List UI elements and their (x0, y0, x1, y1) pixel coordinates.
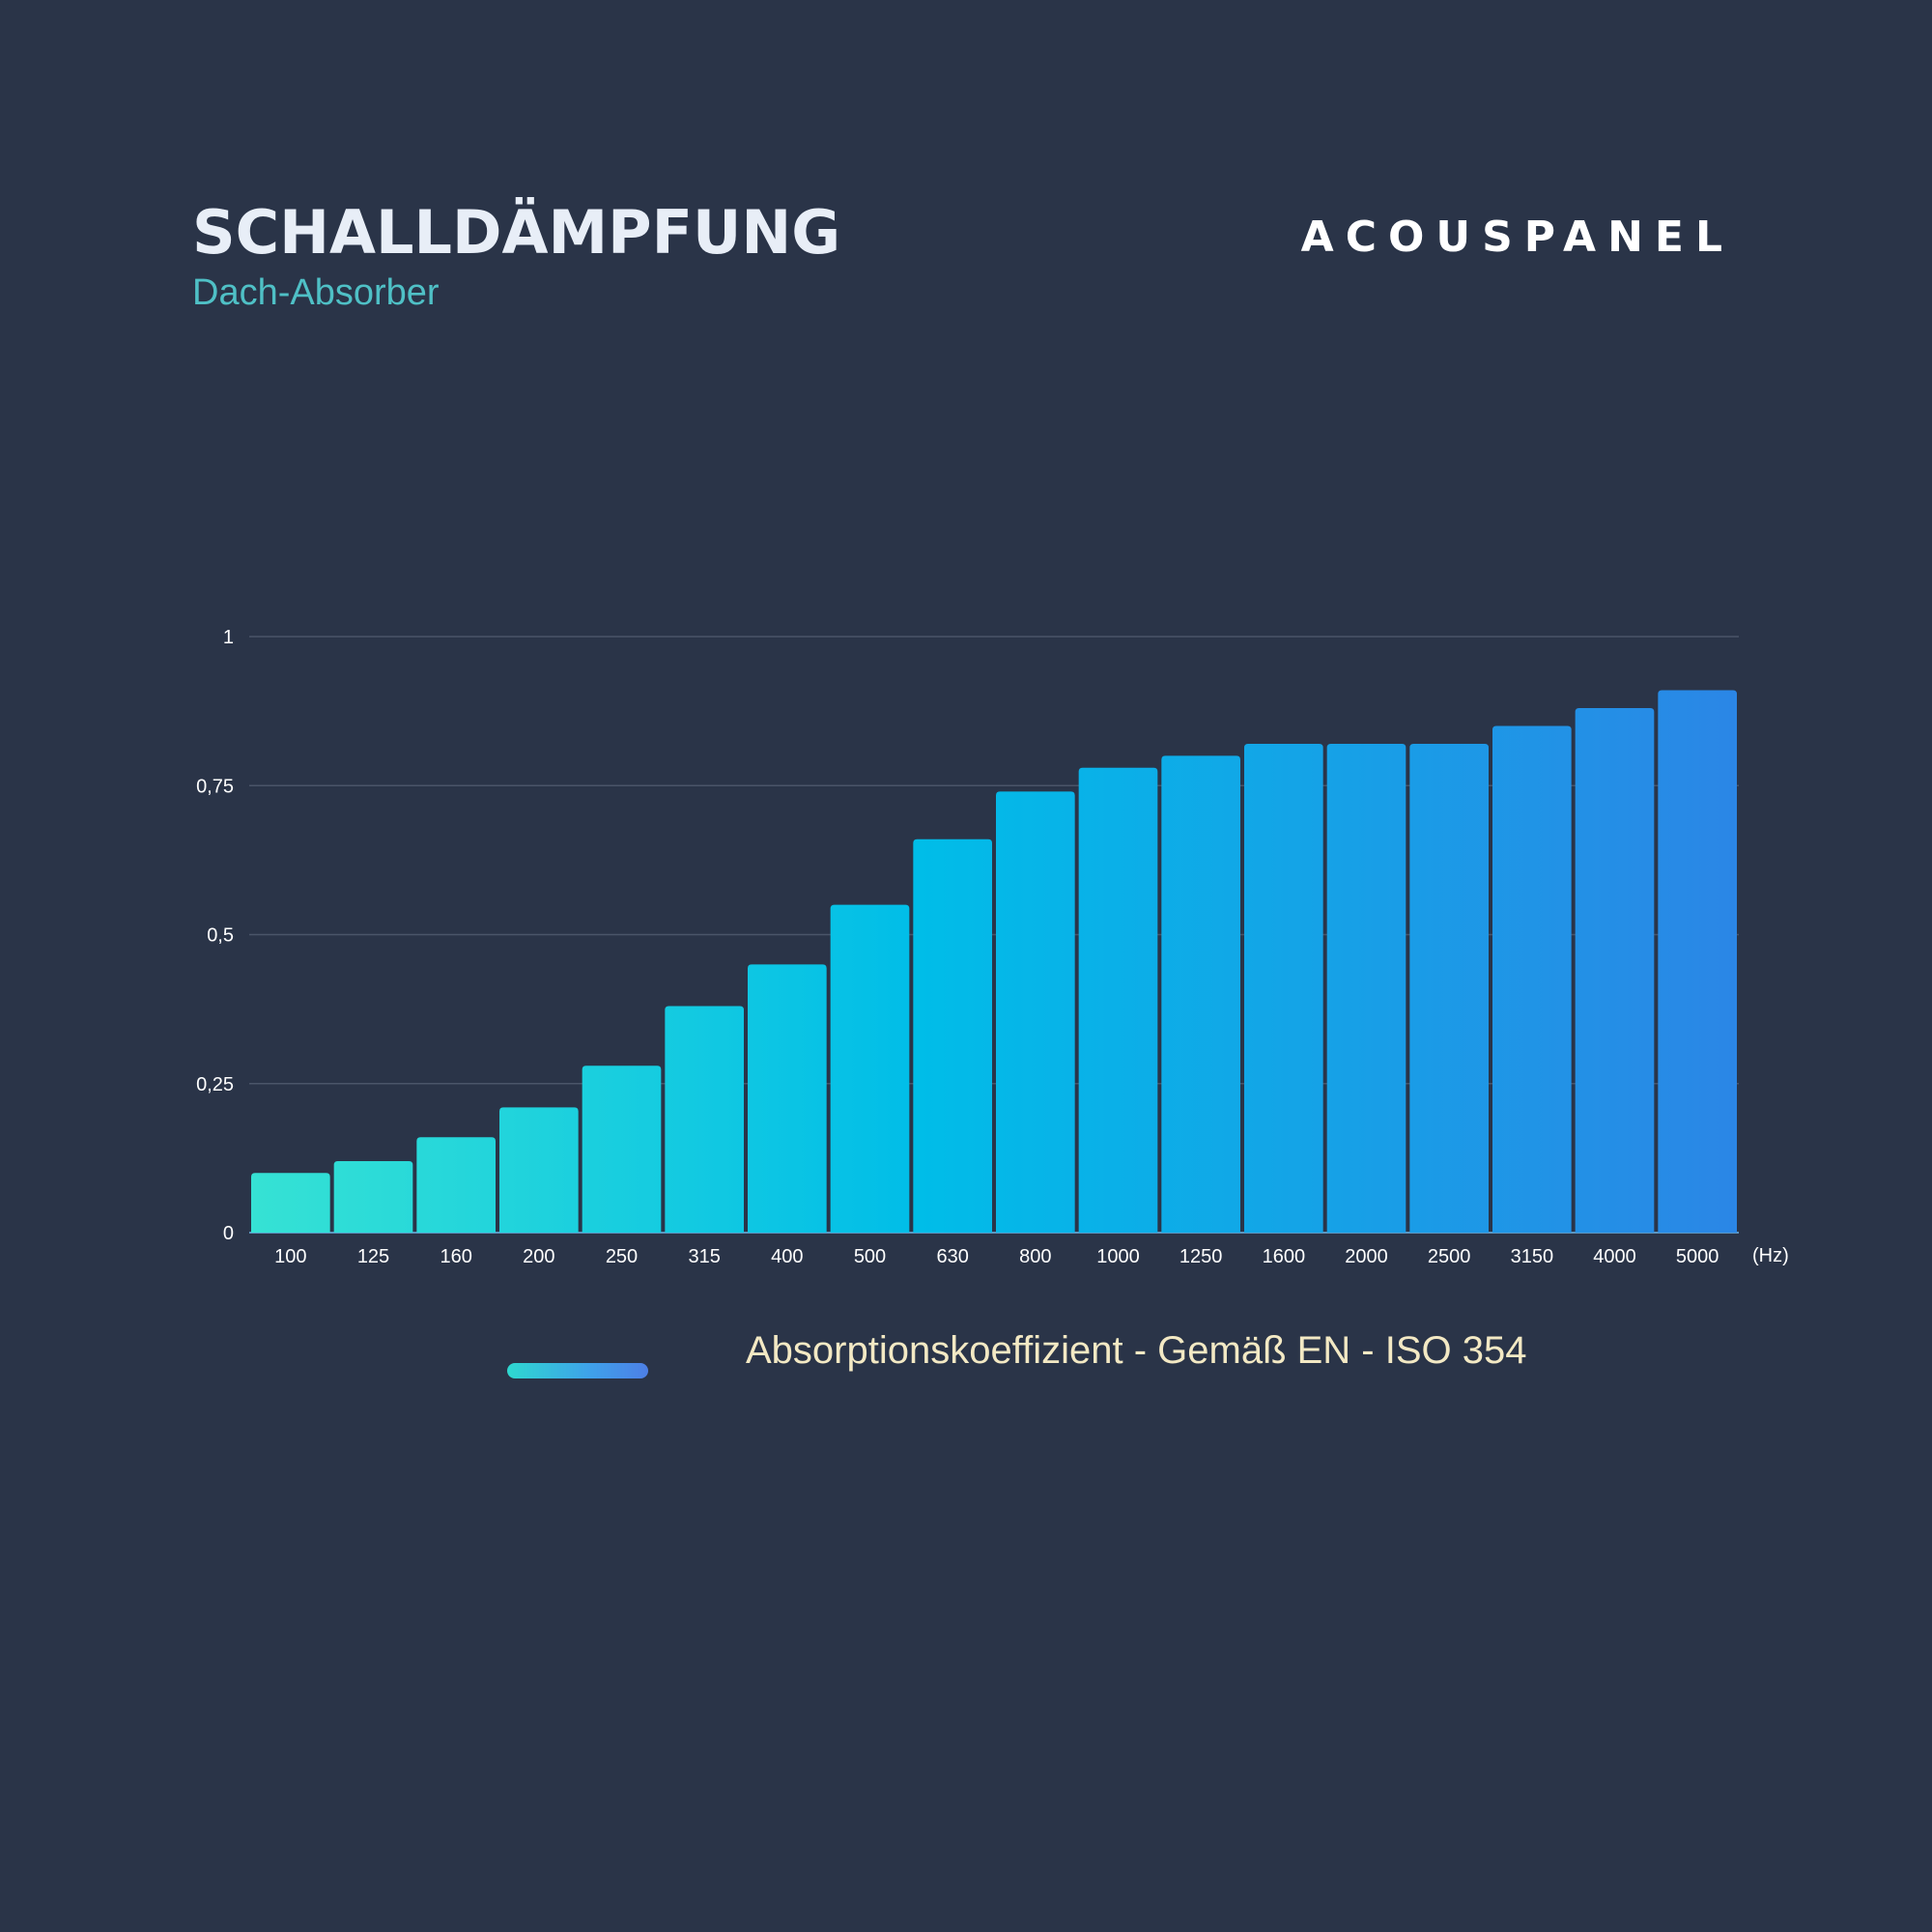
x-tick-label: 250 (606, 1246, 638, 1267)
bar-125 (333, 1160, 413, 1233)
bar-4000 (1575, 708, 1655, 1233)
x-tick-label: 5000 (1676, 1246, 1719, 1267)
bar-1000 (1078, 767, 1158, 1233)
bar-500 (830, 904, 910, 1233)
x-tick-label: 2500 (1428, 1246, 1471, 1267)
x-tick-label: 4000 (1593, 1246, 1636, 1267)
y-tick-label: 0,25 (196, 1074, 234, 1095)
x-tick-label: 1000 (1096, 1246, 1140, 1267)
y-tick-label: 0 (223, 1223, 234, 1244)
bars (251, 690, 1737, 1233)
bar-400 (748, 964, 827, 1233)
legend-swatch (507, 1363, 648, 1378)
page-title: SCHALLDÄMPFUNG (192, 197, 841, 268)
x-axis-tick-labels: 100 125 160 200 250 315 400 500 630 800 1000 1250 16… (274, 1246, 1719, 1267)
page-subtitle: Dach-Absorber (192, 272, 440, 313)
x-axis-unit-label: (Hz) (1752, 1245, 1789, 1266)
x-tick-label: 100 (274, 1246, 306, 1267)
x-tick-label: 400 (771, 1246, 803, 1267)
bar-630 (913, 838, 992, 1233)
bar-250 (582, 1065, 662, 1233)
legend-label: Absorptionskoeffizient - Gemäß EN - ISO … (746, 1329, 1527, 1372)
x-tick-label: 500 (854, 1246, 886, 1267)
y-tick-label: 0,75 (196, 776, 234, 797)
x-tick-label: 2000 (1345, 1246, 1388, 1267)
x-tick-label: 315 (688, 1246, 720, 1267)
y-tick-label: 1 (223, 627, 234, 648)
x-tick-label: 800 (1019, 1246, 1051, 1267)
grid-lines (249, 636, 1739, 1234)
x-tick-label: 3150 (1511, 1246, 1554, 1267)
x-tick-label: 160 (440, 1246, 471, 1267)
x-tick-label: 125 (357, 1246, 389, 1267)
bar-2500 (1409, 744, 1489, 1233)
bar-160 (416, 1137, 496, 1233)
x-tick-label: 200 (523, 1246, 554, 1267)
bar-1250 (1161, 755, 1240, 1233)
bar-100 (251, 1173, 330, 1233)
brand-logo-text: ACOUSPANEL (1300, 213, 1734, 262)
bar-3150 (1492, 725, 1572, 1233)
y-axis-tick-labels: 0 0,25 0,5 0,75 1 (196, 627, 234, 1244)
bar-800 (996, 791, 1075, 1233)
bar-315 (665, 1006, 744, 1233)
x-tick-label: 1600 (1263, 1246, 1306, 1267)
x-tick-label: 630 (936, 1246, 968, 1267)
bar-1600 (1244, 744, 1323, 1233)
bar-5000 (1658, 690, 1737, 1233)
bar-2000 (1326, 744, 1406, 1233)
y-tick-label: 0,5 (207, 925, 234, 947)
bar-200 (499, 1107, 579, 1233)
x-tick-label: 1250 (1179, 1246, 1223, 1267)
